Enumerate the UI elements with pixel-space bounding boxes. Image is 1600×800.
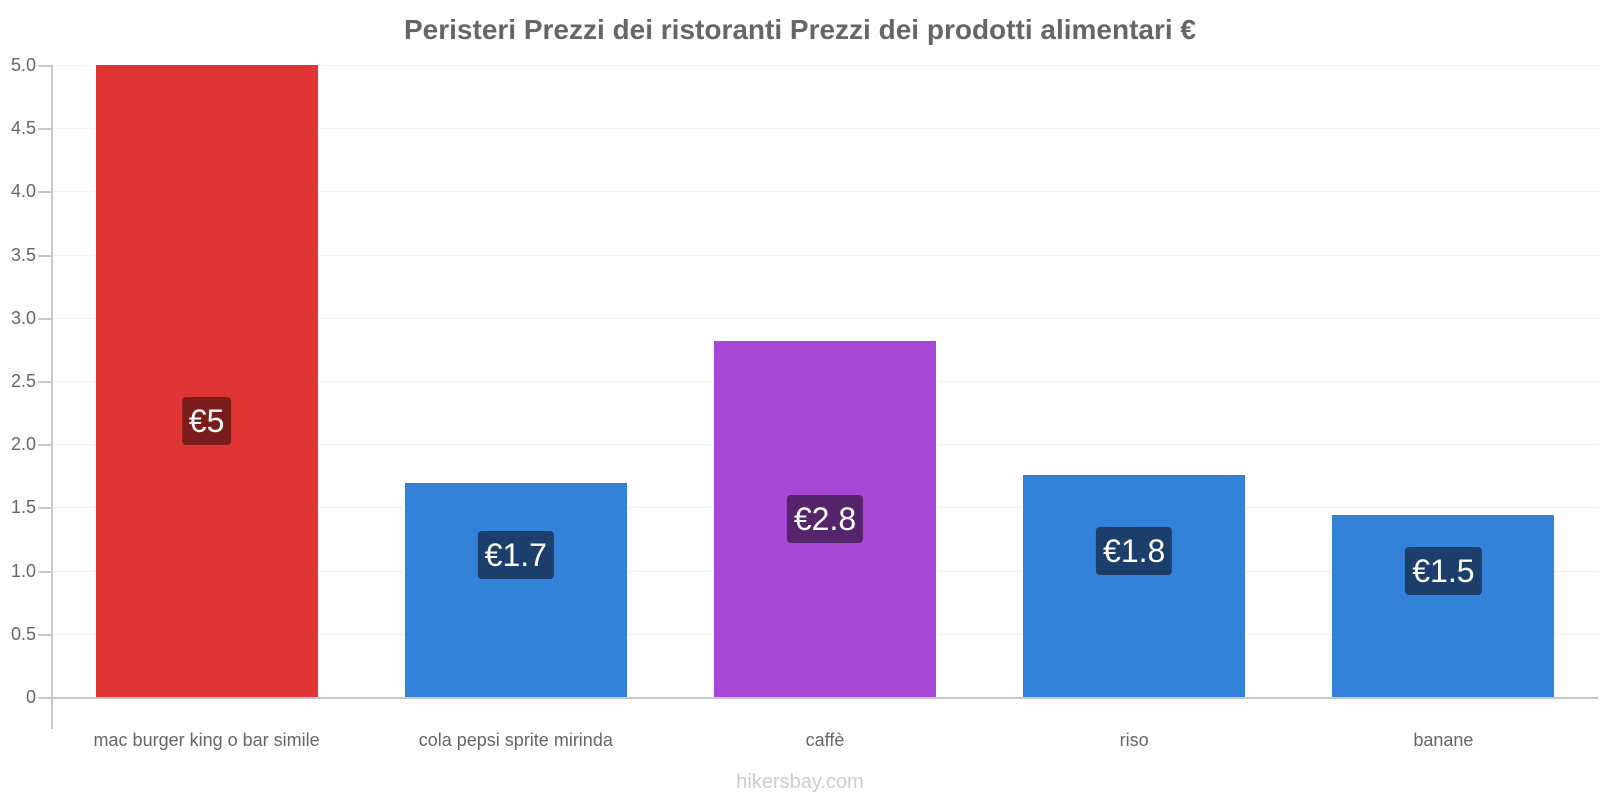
y-tick-label: 2.0 [10, 434, 36, 455]
x-tick-label: mac burger king o bar simile [93, 730, 320, 750]
y-tick-mark [38, 254, 51, 257]
bar-value-label: €1.7 [477, 531, 554, 580]
y-tick-label: 1.0 [10, 560, 36, 581]
y-tick-label: 4.5 [10, 118, 36, 139]
gridline [52, 128, 1598, 130]
y-tick-mark [38, 697, 51, 699]
bar[interactable] [1332, 514, 1555, 697]
y-tick-label: 2.5 [10, 371, 36, 391]
y-tick-mark [38, 444, 51, 447]
y-tick-mark [38, 633, 51, 636]
y-tick-mark [38, 65, 51, 67]
bar[interactable] [404, 483, 627, 697]
y-tick-mark [38, 128, 51, 131]
y-tick-mark [38, 191, 51, 194]
bar[interactable] [1023, 474, 1246, 697]
x-axis-line [38, 697, 1598, 699]
bar-value-label: €1.8 [1096, 526, 1173, 575]
gridline [52, 317, 1598, 319]
bar-value-label: €5 [181, 397, 232, 445]
y-tick-label: 1.5 [10, 497, 36, 518]
x-tick-label: banane [1413, 730, 1474, 750]
gridline [52, 254, 1598, 256]
chart-title: Peristeri Prezzi dei ristoranti Prezzi d… [404, 14, 1196, 45]
y-tick-label: 0 [25, 687, 36, 707]
watermark: hikersbay.com [736, 771, 864, 793]
y-axis-line [51, 65, 53, 729]
y-tick-label: 0.5 [10, 623, 36, 644]
bar-value-label: €1.5 [1405, 546, 1482, 595]
y-tick-mark [38, 570, 51, 573]
y-tick-label: 5.0 [10, 55, 36, 75]
x-tick-label: riso [1119, 730, 1149, 750]
x-tick-label: caffè [805, 730, 845, 750]
x-tick-label: cola pepsi sprite mirinda [418, 730, 613, 750]
y-tick-label: 3.0 [10, 307, 36, 328]
y-tick-label: 3.5 [10, 244, 36, 265]
gridline [52, 191, 1598, 193]
y-tick-mark [38, 507, 51, 510]
y-tick-mark [38, 317, 51, 320]
bar-value-label: €2.8 [786, 494, 864, 543]
y-tick-mark [38, 381, 51, 383]
gridline [52, 65, 1598, 66]
y-tick-label: 4.0 [10, 181, 36, 202]
bar[interactable] [95, 65, 318, 697]
